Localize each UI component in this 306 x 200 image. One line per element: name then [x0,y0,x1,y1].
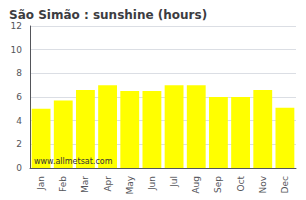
svg-text:Feb: Feb [58,176,68,192]
svg-text:Sep: Sep [213,176,223,193]
svg-text:Mar: Mar [80,176,90,193]
svg-text:www.allmetsat.com: www.allmetsat.com [34,157,113,166]
svg-text:2: 2 [16,139,22,149]
svg-text:Jun: Jun [147,176,157,191]
svg-text:Jan: Jan [36,176,46,191]
svg-text:Jul: Jul [169,176,179,188]
svg-text:12: 12 [11,21,22,31]
svg-text:4: 4 [16,116,22,126]
svg-text:0: 0 [16,163,22,173]
svg-text:Aug: Aug [191,176,201,194]
svg-text:São Simão : sunshine (hours): São Simão : sunshine (hours) [9,8,207,22]
svg-text:Dec: Dec [280,176,290,193]
svg-text:May: May [125,175,135,194]
svg-text:Nov: Nov [258,175,268,193]
svg-text:Apr: Apr [103,176,113,192]
svg-text:Oct: Oct [236,176,246,192]
svg-text:6: 6 [16,92,22,102]
svg-text:10: 10 [11,45,23,55]
svg-text:8: 8 [16,68,22,78]
